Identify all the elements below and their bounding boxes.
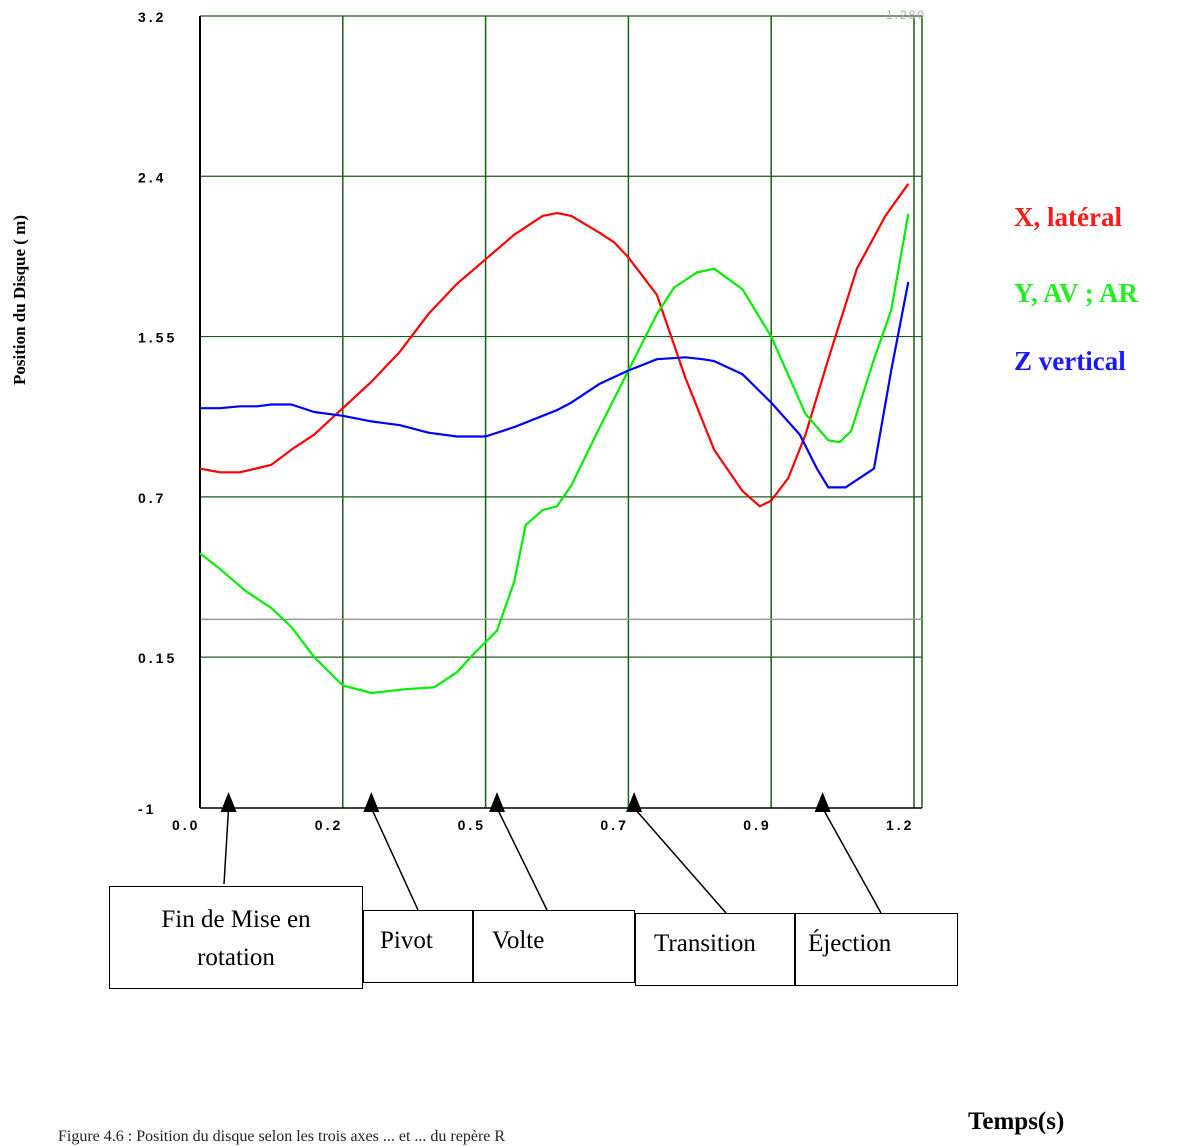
grid	[199, 15, 923, 809]
phase-arrow-head	[363, 792, 380, 812]
series-lines	[199, 183, 910, 695]
phase-box-volte: Volte	[473, 910, 635, 983]
phase-box-ejection: Éjection	[795, 913, 958, 986]
series-line	[199, 183, 910, 508]
y-tick-label: -1	[138, 801, 156, 817]
phase-arrow-line	[633, 807, 727, 914]
y-tick-label: 0.15	[138, 650, 177, 666]
phase-arrow-head	[814, 792, 831, 812]
x-axis-title: Temps(s)	[968, 1108, 1065, 1135]
phase-arrow-line	[821, 807, 882, 914]
phase-label-line: Fin de Mise en	[161, 906, 311, 933]
phase-arrows	[220, 792, 882, 914]
legend-z: Z vertical	[1014, 346, 1126, 376]
y-axis-title: Position du Disque ( m)	[10, 214, 29, 386]
y-tick-label: 0.7	[138, 490, 166, 506]
phase-box-fin-mise-en-rotation: Fin de Mise en rotation	[109, 886, 363, 989]
phase-arrow-head	[626, 792, 643, 812]
legend-x: X, latéral	[1014, 202, 1122, 232]
x-tick-label: 0.5	[458, 817, 486, 833]
phase-arrow-line	[223, 807, 230, 885]
figure-caption: Figure 4.6 : Position du disque selon le…	[58, 1128, 506, 1145]
legend-y: Y, AV ; AR	[1014, 278, 1139, 308]
x-tick-label: 0.0	[172, 817, 200, 833]
tick-labels: 3.2 2.4 1.55 0.7 0.15 -1 0.0 0.2 0.5 0.7 0.9 1.2	[138, 9, 914, 833]
x-tick-label: 0.2	[315, 817, 343, 833]
series-line	[200, 281, 910, 489]
phase-box-pivot: Pivot	[363, 910, 473, 983]
phase-label-line: rotation	[197, 944, 275, 971]
x-tick-label: 0.7	[600, 817, 628, 833]
y-tick-label: 1.55	[138, 330, 177, 346]
series-line	[199, 213, 910, 695]
y-tick-label: 3.2	[138, 9, 166, 25]
corner-label: 1.280	[886, 8, 926, 22]
phase-arrow-line	[370, 807, 419, 911]
phase-arrow-head	[220, 792, 237, 812]
y-tick-label: 2.4	[138, 169, 166, 185]
x-tick-label: 0.9	[743, 817, 771, 833]
phase-arrow-line	[496, 807, 548, 911]
phase-arrow-head	[489, 792, 506, 812]
phase-box-transition: Transition	[635, 913, 795, 986]
x-tick-label: 1.2	[886, 817, 914, 833]
